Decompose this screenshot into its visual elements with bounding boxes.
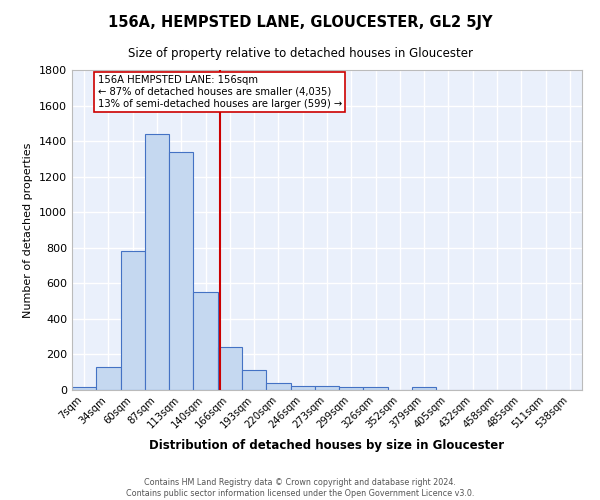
Bar	[315, 386, 339, 390]
X-axis label: Distribution of detached houses by size in Gloucester: Distribution of detached houses by size …	[149, 439, 505, 452]
Bar	[266, 383, 290, 390]
Bar	[72, 388, 96, 390]
Bar	[290, 386, 315, 390]
Bar	[121, 252, 145, 390]
Bar	[145, 134, 169, 390]
Y-axis label: Number of detached properties: Number of detached properties	[23, 142, 34, 318]
Text: 156A HEMPSTED LANE: 156sqm
← 87% of detached houses are smaller (4,035)
13% of s: 156A HEMPSTED LANE: 156sqm ← 87% of deta…	[97, 76, 342, 108]
Bar	[339, 388, 364, 390]
Bar	[96, 367, 121, 390]
Text: Contains HM Land Registry data © Crown copyright and database right 2024.
Contai: Contains HM Land Registry data © Crown c…	[126, 478, 474, 498]
Bar	[242, 370, 266, 390]
Bar	[193, 292, 218, 390]
Bar	[169, 152, 193, 390]
Bar	[412, 388, 436, 390]
Bar	[364, 388, 388, 390]
Bar	[218, 348, 242, 390]
Text: 156A, HEMPSTED LANE, GLOUCESTER, GL2 5JY: 156A, HEMPSTED LANE, GLOUCESTER, GL2 5JY	[108, 15, 492, 30]
Text: Size of property relative to detached houses in Gloucester: Size of property relative to detached ho…	[128, 48, 473, 60]
